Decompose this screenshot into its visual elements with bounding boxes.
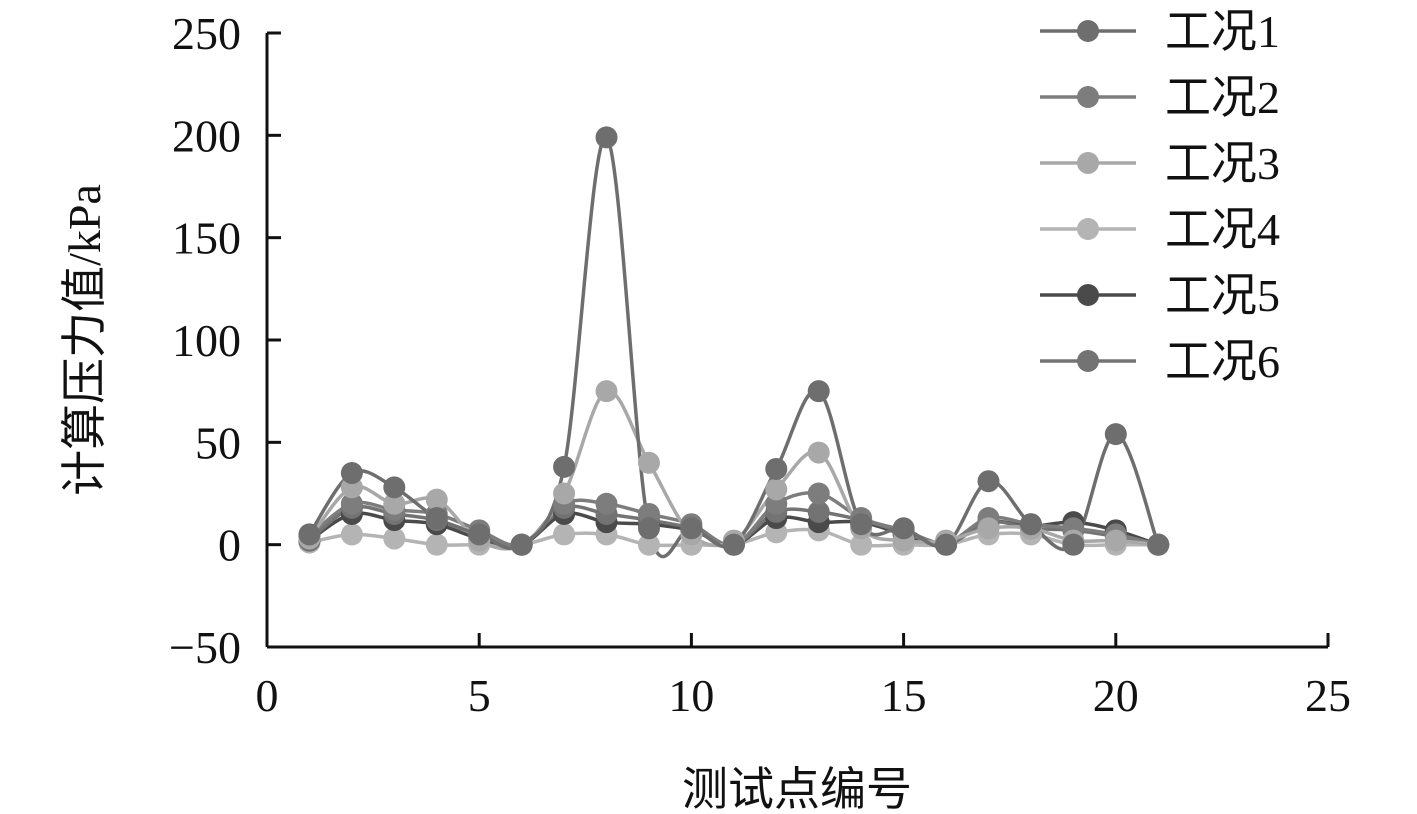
data-point-series-3 bbox=[637, 451, 660, 474]
data-point-series-4 bbox=[850, 533, 873, 556]
x-tick-label: 0 bbox=[256, 670, 279, 721]
data-point-series-1 bbox=[892, 517, 915, 540]
legend-marker bbox=[1077, 218, 1099, 240]
data-point-series-1 bbox=[935, 533, 958, 556]
data-point-series-1 bbox=[637, 517, 660, 540]
legend: 工况1 工况2 工况3 工况4 工况5 工况6 bbox=[1040, 6, 1280, 387]
y-tick-label: −50 bbox=[169, 622, 241, 673]
data-point-series-3 bbox=[765, 478, 788, 501]
data-point-series-1 bbox=[807, 380, 830, 403]
data-point-series-1 bbox=[468, 523, 491, 546]
y-tick-label: 150 bbox=[172, 213, 241, 264]
data-point-series-1 bbox=[425, 507, 448, 530]
axes: −50 0 50 100 150 200 250 0 5 10 15 20 25 bbox=[169, 8, 1351, 721]
data-point-series-3 bbox=[383, 492, 406, 515]
legend-marker bbox=[1077, 284, 1099, 306]
legend-label: 工况2 bbox=[1165, 72, 1280, 123]
legend-marker bbox=[1077, 350, 1099, 372]
x-tick-label: 5 bbox=[468, 670, 491, 721]
data-point-series-1 bbox=[383, 476, 406, 499]
y-tick-label: 200 bbox=[172, 110, 241, 161]
x-tick-label: 15 bbox=[881, 670, 927, 721]
data-point-series-4 bbox=[425, 533, 448, 556]
y-tick-label: 0 bbox=[218, 520, 241, 571]
x-tick-label: 20 bbox=[1093, 670, 1139, 721]
data-point-series-6 bbox=[807, 500, 830, 523]
y-axis-title: 计算压力值/kPa bbox=[59, 184, 110, 496]
series-markers bbox=[298, 126, 1170, 556]
x-tick-label: 10 bbox=[668, 670, 714, 721]
data-point-series-1 bbox=[595, 126, 618, 149]
legend-label: 工况5 bbox=[1165, 270, 1280, 321]
data-point-series-3 bbox=[1104, 529, 1127, 552]
data-point-series-1 bbox=[340, 462, 363, 485]
data-point-series-1 bbox=[1147, 533, 1170, 556]
data-point-series-4 bbox=[340, 523, 363, 546]
data-point-series-1 bbox=[722, 533, 745, 556]
data-point-series-1 bbox=[510, 533, 533, 556]
data-point-series-1 bbox=[680, 517, 703, 540]
legend-label: 工况3 bbox=[1165, 138, 1280, 189]
y-tick-label: 250 bbox=[172, 8, 241, 59]
data-point-series-3 bbox=[425, 488, 448, 511]
data-point-series-2 bbox=[340, 492, 363, 515]
data-point-series-3 bbox=[553, 482, 576, 505]
data-point-series-1 bbox=[1062, 533, 1085, 556]
data-point-series-1 bbox=[850, 513, 873, 536]
legend-marker bbox=[1077, 20, 1099, 42]
data-point-series-1 bbox=[298, 523, 321, 546]
data-point-series-1 bbox=[977, 470, 1000, 493]
data-point-series-3 bbox=[595, 380, 618, 403]
data-point-series-1 bbox=[765, 457, 788, 480]
data-point-series-3 bbox=[977, 517, 1000, 540]
data-point-series-1 bbox=[553, 455, 576, 478]
data-point-series-1 bbox=[1019, 513, 1042, 536]
legend-label: 工况6 bbox=[1165, 336, 1280, 387]
data-point-series-3 bbox=[807, 441, 830, 464]
legend-marker bbox=[1077, 86, 1099, 108]
legend-marker bbox=[1077, 152, 1099, 174]
data-point-series-2 bbox=[807, 482, 830, 505]
x-axis-title: 测试点编号 bbox=[682, 764, 912, 814]
data-point-series-4 bbox=[637, 533, 660, 556]
legend-label: 工况4 bbox=[1165, 204, 1280, 255]
legend-label: 工况1 bbox=[1165, 6, 1280, 57]
y-tick-label: 100 bbox=[172, 315, 241, 366]
data-point-series-4 bbox=[383, 527, 406, 550]
y-tick-label: 50 bbox=[195, 417, 241, 468]
x-tick-label: 25 bbox=[1305, 670, 1351, 721]
data-point-series-4 bbox=[553, 523, 576, 546]
data-point-series-1 bbox=[1104, 423, 1127, 446]
data-point-series-2 bbox=[595, 492, 618, 515]
